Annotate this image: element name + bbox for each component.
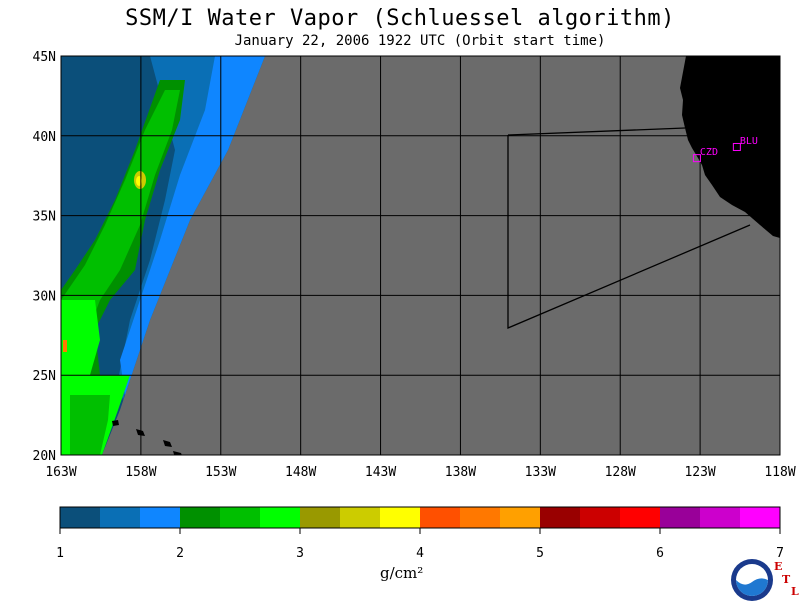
lat-lon-grid [61, 56, 780, 455]
longitude-label: 163W [45, 465, 76, 480]
color-scale-swatch [620, 507, 661, 528]
map-frame [60, 55, 781, 456]
etl-letter-e: E [774, 560, 783, 573]
color-scale-swatch [380, 507, 421, 528]
hawaii-island [163, 440, 172, 447]
station-label: BLU [740, 136, 758, 147]
color-scale-tick-label: 1 [56, 546, 64, 561]
swath-green-mid-south [61, 300, 100, 375]
color-scale-tick-label: 4 [416, 546, 424, 561]
longitude-label: 158W [125, 465, 156, 480]
units-label: g/cm² [380, 564, 424, 582]
longitude-label: 153W [205, 465, 236, 480]
station-marker [692, 154, 701, 163]
longitude-labels: 163W 158W 153W 148W 143W 138W 133W 128W 123W 118W [45, 465, 795, 480]
longitude-label: 143W [365, 465, 396, 480]
color-scale-ticks: 1 2 3 4 5 6 7 [56, 528, 784, 561]
etl-letter-l: L [791, 585, 799, 598]
station-label: CZD [700, 147, 718, 158]
station-layer: CZD BLU [692, 136, 758, 163]
map-title: SSM/I Water Vapor (Schluessel algorithm) [125, 6, 675, 31]
longitude-label: 123W [684, 465, 715, 480]
color-scale-swatch [700, 507, 741, 528]
latitude-label: 40N [33, 130, 56, 145]
hawaii-island [112, 420, 119, 426]
color-scale-swatch [660, 507, 701, 528]
color-scale-tick-label: 7 [776, 546, 784, 561]
color-scale-tick-label: 3 [296, 546, 304, 561]
map-subtitle: January 22, 2006 1922 UTC (Orbit start t… [234, 33, 606, 49]
color-scale-bar [59, 506, 781, 529]
latitude-label: 30N [33, 289, 56, 304]
etl-letter-t: T [782, 573, 791, 586]
latitude-label: 25N [33, 369, 56, 384]
color-scale-swatch [580, 507, 621, 528]
flight-track-north-leg [507, 127, 686, 136]
noaa-logo [731, 559, 773, 601]
color-scale-swatch [300, 507, 341, 528]
color-scale-swatch [420, 507, 461, 528]
color-scale-swatch [540, 507, 581, 528]
color-scale-swatch [260, 507, 301, 528]
color-scale-swatch [740, 507, 781, 528]
color-scale-swatch [60, 507, 101, 528]
latitude-labels: 45N 40N 35N 30N 25N 20N [33, 50, 56, 464]
color-scale-tick-label: 2 [176, 546, 184, 561]
flight-track [507, 135, 751, 329]
station-marker [732, 142, 741, 151]
color-scale-swatch [460, 507, 501, 528]
longitude-label: 133W [525, 465, 556, 480]
color-scale-tick-label: 5 [536, 546, 544, 561]
longitude-label: 148W [285, 465, 316, 480]
color-scale-tick-label: 6 [656, 546, 664, 561]
swath-bright-blue [120, 56, 265, 395]
color-scale-swatch [500, 507, 541, 528]
north-america-land [680, 56, 780, 238]
color-scale-swatch [140, 507, 181, 528]
hawaii-island [173, 451, 182, 455]
latitude-label: 35N [33, 210, 56, 225]
swath-green-south-2 [70, 395, 110, 455]
color-scale-swatch [100, 507, 141, 528]
longitude-label: 138W [445, 465, 476, 480]
longitude-label: 118W [764, 465, 795, 480]
color-scale-swatch [180, 507, 221, 528]
orange-pixel [63, 340, 67, 352]
color-scale-swatch [220, 507, 261, 528]
swath-layer [61, 56, 780, 455]
longitude-label: 128W [605, 465, 636, 480]
swath-green-band-2 [61, 90, 180, 350]
latitude-label: 20N [33, 449, 56, 464]
color-scale-swatch [340, 507, 381, 528]
latitude-label: 45N [33, 50, 56, 65]
